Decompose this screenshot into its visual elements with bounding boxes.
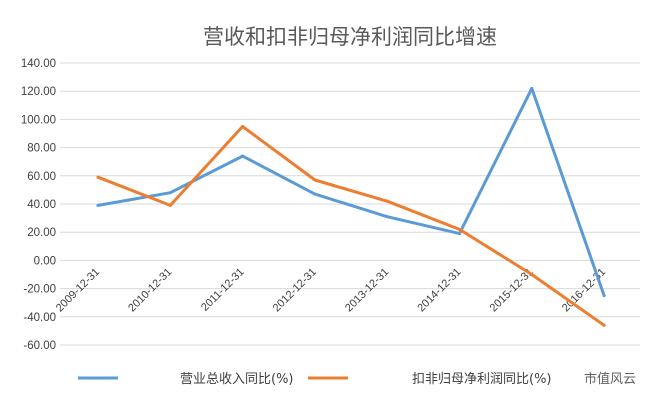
data-point (168, 203, 172, 207)
x-tick-label: 2011-12-31 (199, 266, 247, 314)
data-point (241, 124, 245, 128)
data-point (96, 175, 100, 179)
data-point (385, 215, 389, 219)
data-point (168, 191, 172, 195)
y-tick-label: 80.00 (27, 143, 56, 155)
legend-label-profit: 扣非归母净利润同比(%) (412, 372, 552, 387)
data-point (96, 203, 100, 207)
data-point (385, 199, 389, 203)
x-tick-label: 2012-12-31 (271, 266, 319, 314)
x-tick-label: 2009-12-31 (54, 266, 102, 314)
watermark: 市值风云 (584, 371, 636, 387)
legend-label-revenue: 营业总收入同比(%) (180, 372, 294, 387)
y-axis-ticks: 140.00 120.00 100.00 80.00 60.00 40.00 20.00 0.… (21, 58, 56, 352)
y-tick-label: 40.00 (27, 199, 56, 211)
y-tick-label: 60.00 (27, 171, 56, 183)
x-tick-label: 2013-12-31 (343, 266, 391, 314)
data-point (313, 178, 317, 182)
chart-title: 营收和扣非归母净利润同比增速 (203, 25, 497, 49)
y-tick-label: 0.00 (34, 255, 56, 267)
data-point (530, 86, 534, 90)
data-point (313, 192, 317, 196)
y-tick-label: -60.00 (23, 340, 56, 352)
y-tick-label: 20.00 (27, 227, 56, 239)
y-tick-label: 100.00 (21, 114, 56, 126)
x-tick-label: 2010-12-31 (126, 266, 174, 314)
series-line-1 (96, 125, 606, 327)
series-line-0 (96, 86, 606, 298)
x-tick-label: 2014-12-31 (415, 266, 463, 314)
data-point (458, 232, 461, 236)
legend: 营业总收入同比(%) 扣非归母净利润同比(%) (78, 372, 552, 387)
data-point (602, 323, 606, 327)
y-tick-label: 140.00 (21, 58, 56, 70)
x-axis-ticks: 2009-12-31 2010-12-31 2011-12-31 2012-12-31… (54, 266, 608, 314)
data-point (241, 154, 245, 158)
data-point (602, 294, 606, 298)
y-tick-label: -40.00 (23, 312, 56, 324)
y-tick-label: -20.00 (23, 284, 56, 296)
data-point (458, 227, 461, 231)
data-point (530, 273, 534, 276)
y-tick-label: 120.00 (21, 86, 56, 98)
series-lines (96, 86, 606, 327)
